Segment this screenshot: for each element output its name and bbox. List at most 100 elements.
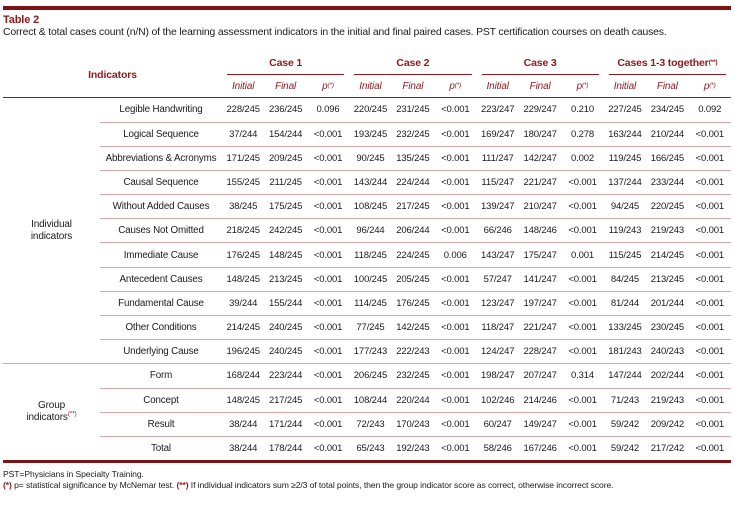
data-cell: <0.001 xyxy=(568,201,597,213)
data-cell: <0.001 xyxy=(695,273,725,285)
section-rows: Form 168/244 223/244 <0.001 206/245 232/245 <0… xyxy=(100,364,731,460)
row-label: Logical Sequence xyxy=(123,128,199,140)
data-cell: <0.001 xyxy=(441,273,470,285)
data-cell: 232/245 xyxy=(396,128,430,140)
data-cell: 209/245 xyxy=(268,152,303,164)
data-cell: 210/247 xyxy=(523,201,557,213)
data-cell: 207/247 xyxy=(523,370,557,382)
table-row: Legible Handwriting 228/245 236/245 0.096 22… xyxy=(100,98,731,121)
data-cell: 148/245 xyxy=(268,249,303,261)
data-cell: <0.001 xyxy=(313,225,343,237)
case-group-header: Cases 1-3 together (**) xyxy=(608,52,726,76)
data-cell: 142/245 xyxy=(396,322,430,334)
footnote-text: p= statistical significance by McNemar t… xyxy=(11,480,177,491)
data-cell: 147/244 xyxy=(608,370,642,382)
data-cell: 143/244 xyxy=(353,176,388,188)
data-cell: 155/244 xyxy=(268,297,303,309)
footnotes: PST=Physicians in Specialty Training. (*… xyxy=(3,469,731,491)
data-cell: 139/247 xyxy=(481,201,515,213)
case-groups-row: Case 1 Case 2 Case 3 Cases 1-3 together (**) xyxy=(222,52,731,76)
data-cell: 227/245 xyxy=(608,104,642,116)
table-row: Result 38/244 171/244 <0.001 72/243 170/243 <0… xyxy=(100,413,731,436)
subheader-initial: Initial xyxy=(613,80,637,92)
data-cell: 142/247 xyxy=(523,152,557,164)
data-cell: <0.001 xyxy=(441,104,470,116)
data-cell: 119/245 xyxy=(608,152,642,164)
data-cell: 217/242 xyxy=(650,443,685,455)
data-cell: 148/245 xyxy=(226,273,260,285)
data-cell: 176/245 xyxy=(226,249,260,261)
data-cell: 219/243 xyxy=(650,225,685,237)
data-cell: <0.001 xyxy=(695,418,725,430)
data-cell: <0.001 xyxy=(568,273,597,285)
table-row: Causal Sequence 155/245 211/245 <0.001 143/2… xyxy=(100,171,731,194)
data-table: Indicators Case 1 Case 2 Case 3 Cases 1-3 t… xyxy=(3,52,731,464)
row-label: Other Conditions xyxy=(125,322,197,334)
data-cell: <0.001 xyxy=(695,443,725,455)
data-cell: 181/243 xyxy=(608,346,642,358)
group-label: Group indicators(**) xyxy=(3,364,100,460)
data-cell: <0.001 xyxy=(313,322,343,334)
data-cell: <0.001 xyxy=(441,297,470,309)
footnote-significance: (*) p= statistical significance by McNem… xyxy=(3,480,731,491)
row-label: Immediate Cause xyxy=(123,249,199,261)
data-cell: 149/247 xyxy=(523,418,557,430)
data-cell: 236/245 xyxy=(268,104,303,116)
case-group-header: Case 3 xyxy=(481,52,599,76)
data-cell: 221/247 xyxy=(523,176,557,188)
table-body: Individual indicators Legible Handwriting… xyxy=(3,98,731,460)
data-cell: 84/245 xyxy=(610,273,640,285)
data-cell: 206/245 xyxy=(353,370,388,382)
section-rows: Legible Handwriting 228/245 236/245 0.096 22… xyxy=(100,98,731,363)
data-cell: 231/245 xyxy=(396,104,430,116)
data-cell: 0.092 xyxy=(698,104,722,116)
data-cell: 0.210 xyxy=(571,104,595,116)
bottom-rule xyxy=(3,460,731,464)
row-divider xyxy=(100,194,731,196)
data-cell: 170/243 xyxy=(396,418,430,430)
row-label: Form xyxy=(149,370,173,382)
data-cell: <0.001 xyxy=(695,370,725,382)
footnote-marker: (**) xyxy=(176,480,189,491)
data-cell: 58/246 xyxy=(483,443,512,455)
data-cell: <0.001 xyxy=(568,322,597,334)
data-cell: 0.006 xyxy=(443,249,467,261)
data-cell: <0.001 xyxy=(313,201,343,213)
data-cell: 202/244 xyxy=(650,370,685,382)
data-cell: 143/247 xyxy=(481,249,515,261)
data-cell: 114/245 xyxy=(354,297,387,309)
row-label: Result xyxy=(147,418,175,430)
data-cell: 0.278 xyxy=(571,128,595,140)
data-cell: 169/247 xyxy=(481,128,515,140)
data-cell: <0.001 xyxy=(695,346,725,358)
data-cell: 214/245 xyxy=(226,322,260,334)
table-row: Fundamental Cause 39/244 155/244 <0.001 114/… xyxy=(100,292,731,315)
data-cell: 60/247 xyxy=(483,418,512,430)
data-cell: <0.001 xyxy=(568,176,597,188)
data-cell: 72/243 xyxy=(356,418,385,430)
data-cell: 230/245 xyxy=(650,322,685,334)
data-cell: 240/245 xyxy=(268,322,303,334)
top-rule xyxy=(3,6,731,10)
data-cell: 168/244 xyxy=(226,370,260,382)
data-cell: 192/243 xyxy=(396,443,430,455)
data-cell: 213/245 xyxy=(650,273,685,285)
data-cell: 90/245 xyxy=(356,152,385,164)
data-cell: 222/243 xyxy=(396,346,430,358)
data-cell: 234/245 xyxy=(650,104,685,116)
row-divider xyxy=(100,411,731,413)
data-cell: 94/245 xyxy=(610,201,640,213)
row-label: Fundamental Cause xyxy=(118,297,204,309)
subheader-final: Final xyxy=(656,80,678,92)
data-cell: <0.001 xyxy=(695,297,725,309)
data-cell: 38/244 xyxy=(229,418,258,430)
data-cell: 39/244 xyxy=(229,297,258,309)
data-cell: 171/245 xyxy=(226,152,260,164)
data-cell: <0.001 xyxy=(441,394,470,406)
row-label: Causes Not Omitted xyxy=(118,225,204,237)
subheader-p: p (*) xyxy=(576,80,589,92)
data-cell: 209/242 xyxy=(650,418,685,430)
data-cell: 171/244 xyxy=(268,418,303,430)
data-cell: <0.001 xyxy=(441,346,470,358)
data-cell: 108/244 xyxy=(353,394,388,406)
